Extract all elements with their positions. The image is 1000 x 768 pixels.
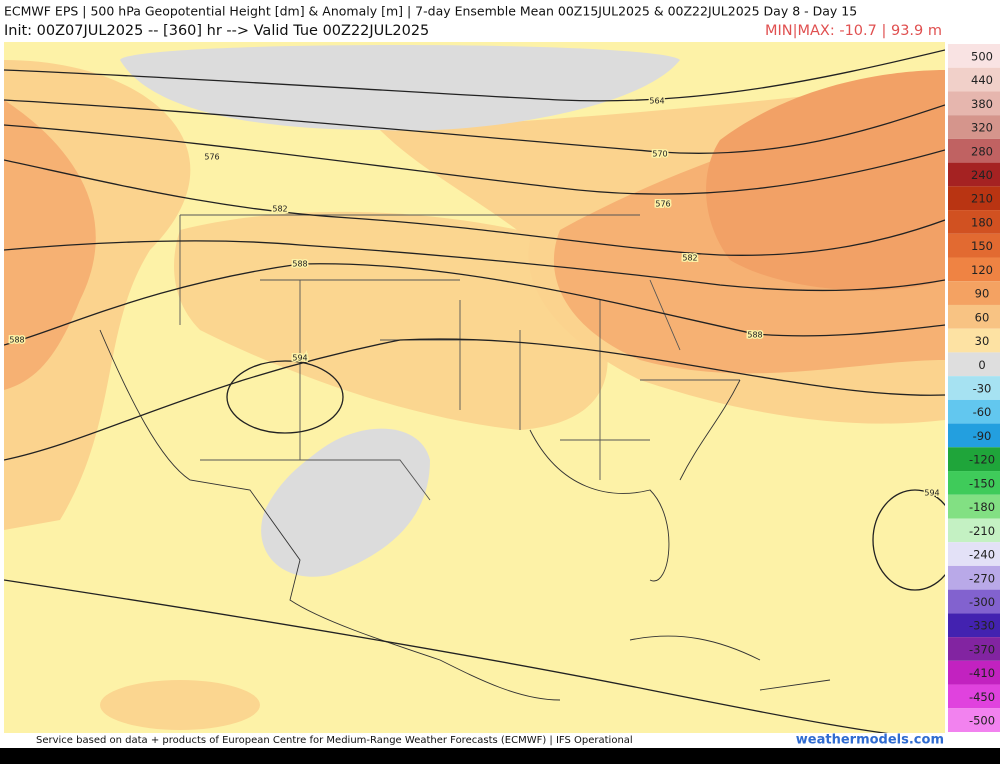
map: 564 570 576 576 582 582 588 588 588 594 594 xyxy=(4,42,945,733)
colorbar-swatch xyxy=(948,708,1000,732)
colorbar-swatch xyxy=(948,186,1000,211)
contour-label: 588 xyxy=(747,331,762,340)
colorbar-swatch xyxy=(948,684,1000,709)
colorbar-swatch xyxy=(948,44,1000,68)
colorbar-swatch xyxy=(948,613,1000,638)
borders xyxy=(99,214,831,701)
colorbar-swatch xyxy=(948,376,1000,400)
colorbar-swatch xyxy=(948,281,1000,305)
colorbar-label: -30 xyxy=(973,382,992,396)
colorbar-swatch xyxy=(948,233,1000,258)
contour-label: 588 xyxy=(9,336,24,345)
colorbar-label: 30 xyxy=(975,334,990,348)
contour-label: 588 xyxy=(292,260,307,269)
contours xyxy=(4,49,945,733)
colorbar-label: -370 xyxy=(969,642,995,656)
colorbar-swatch xyxy=(948,162,1000,187)
colorbar-label: -450 xyxy=(969,690,995,704)
colorbar-swatch xyxy=(948,328,1000,353)
negative-anomaly xyxy=(120,45,680,131)
colorbar-swatch xyxy=(948,518,1000,543)
colorbar-label: -60 xyxy=(973,405,992,419)
title: ECMWF EPS | 500 hPa Geopotential Height … xyxy=(4,4,857,19)
min-max: MIN|MAX: -10.7 | 93.9 m xyxy=(765,23,942,39)
colorbar-label: -150 xyxy=(969,476,995,490)
colorbar-swatch xyxy=(948,423,1000,448)
contour-label: 576 xyxy=(204,153,219,162)
colorbar-swatch xyxy=(948,542,1000,566)
contour-label: 594 xyxy=(924,489,939,498)
colorbar-swatch xyxy=(948,637,1000,661)
colorbar-label: -210 xyxy=(969,524,995,538)
colorbar-swatch xyxy=(948,589,1000,614)
colorbar-swatch xyxy=(948,494,1000,519)
colorbar-swatch xyxy=(948,257,1000,282)
colorbar-swatch xyxy=(948,660,1000,685)
subtitle: Init: 00Z07JUL2025 -- [360] hr --> Valid… xyxy=(4,23,429,39)
anomaly-area xyxy=(706,70,945,291)
contour-label: 570 xyxy=(652,150,667,159)
colorbar-label: -270 xyxy=(969,571,995,585)
colorbar-label: -410 xyxy=(969,666,995,680)
colorbar: 500 440 380 320 280 240 210 180 150 120 90 60 30 0 -30… xyxy=(948,44,1000,732)
colorbar-swatch xyxy=(948,138,1000,163)
colorbar-label: 240 xyxy=(971,168,993,182)
colorbar-swatch xyxy=(948,352,1000,377)
colorbar-label: 60 xyxy=(975,310,990,324)
bottom-bar xyxy=(0,748,1000,764)
colorbar-label: -90 xyxy=(973,429,992,443)
colorbar-swatch xyxy=(948,115,1000,139)
contour-label: 576 xyxy=(655,200,670,209)
colorbar-label: 90 xyxy=(975,287,990,301)
colorbar-label: -120 xyxy=(969,453,995,467)
colorbar-label: 180 xyxy=(971,215,993,229)
colorbar-label: 210 xyxy=(971,192,993,206)
footer-credit[interactable]: weathermodels.com xyxy=(796,733,944,748)
colorbar-label: -300 xyxy=(969,595,995,609)
colorbar-label: -500 xyxy=(969,714,995,728)
colorbar-label: 280 xyxy=(971,144,993,158)
colorbar-label: 120 xyxy=(971,263,993,277)
colorbar-label: -180 xyxy=(969,500,995,514)
colorbar-label: -240 xyxy=(969,548,995,562)
colorbar-label: 380 xyxy=(971,97,993,111)
contour-label: 594 xyxy=(292,354,307,363)
colorbar-swatch xyxy=(948,565,1000,590)
colorbar-label: 0 xyxy=(978,358,985,372)
colorbar-swatch xyxy=(948,210,1000,234)
anomaly-area xyxy=(100,680,260,730)
contour-label: 582 xyxy=(272,205,287,214)
colorbar-label: 150 xyxy=(971,239,993,253)
contour-label: 582 xyxy=(682,254,697,263)
colorbar-swatch xyxy=(948,91,1000,116)
colorbar-swatch xyxy=(948,304,1000,329)
anomaly-area xyxy=(4,100,96,390)
colorbar-label: 440 xyxy=(971,73,993,87)
colorbar-swatch xyxy=(948,399,1000,424)
colorbar-label: 500 xyxy=(971,49,993,63)
contour-label: 564 xyxy=(649,97,664,106)
colorbar-swatch xyxy=(948,447,1000,472)
colorbar-label: 320 xyxy=(971,121,993,135)
negative-anomaly xyxy=(261,428,430,577)
footer-source: Service based on data + products of Euro… xyxy=(36,735,633,746)
colorbar-label: -330 xyxy=(969,619,995,633)
colorbar-swatch xyxy=(948,471,1000,495)
colorbar-swatch xyxy=(948,67,1000,92)
